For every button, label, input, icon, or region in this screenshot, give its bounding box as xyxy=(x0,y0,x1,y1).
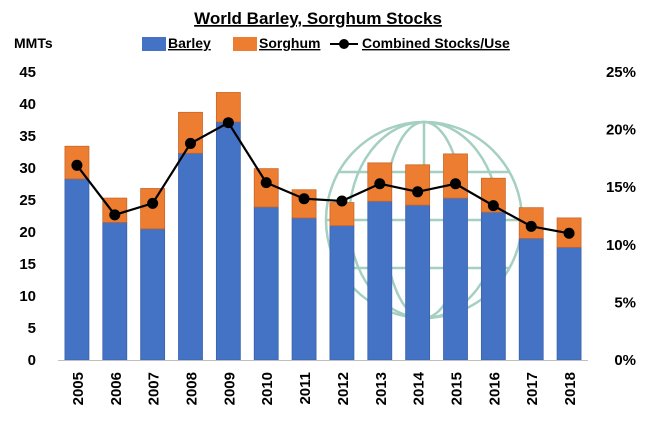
x-tick-label: 2008 xyxy=(184,372,201,405)
x-tick-label: 2005 xyxy=(70,372,87,405)
bar-barley-2013 xyxy=(367,200,393,361)
legend-swatch-marker xyxy=(339,39,349,49)
y-axis-left: 0 5 10 15 20 25 30 35 40 45 xyxy=(19,64,36,369)
bar-barley-2006 xyxy=(102,221,128,361)
x-tick-label: 2012 xyxy=(335,372,352,405)
bar-barley-2005 xyxy=(64,178,90,361)
bar-barley-2009 xyxy=(215,121,241,361)
stocks-use-line xyxy=(71,117,575,239)
y-tick-label: 35 xyxy=(19,128,36,145)
bar-barley-2008 xyxy=(178,152,203,361)
y2-tick-label: 20% xyxy=(606,122,636,139)
legend-label-barley: Barley xyxy=(168,35,211,51)
x-tick-label: 2016 xyxy=(486,372,503,405)
bar-barley-2010 xyxy=(253,206,279,361)
y2-tick-label: 25% xyxy=(606,64,636,81)
y-axis-unit: MMTs xyxy=(14,35,53,51)
y-tick-label: 40 xyxy=(19,96,36,113)
y2-tick-label: 0% xyxy=(614,352,636,369)
y-tick-label: 20 xyxy=(19,224,36,241)
legend-swatch-barley xyxy=(142,37,166,51)
stocks-use-point-2009 xyxy=(222,117,234,129)
x-tick-label: 2011 xyxy=(297,372,314,405)
stocks-use-polyline xyxy=(76,121,570,235)
bar-barley-2007 xyxy=(140,228,166,361)
x-tick-label: 2017 xyxy=(524,372,541,405)
stocks-use-point-2010 xyxy=(260,177,272,189)
stocks-use-point-2013 xyxy=(374,178,386,190)
bar-barley-2015 xyxy=(443,197,468,361)
y-tick-label: 10 xyxy=(19,288,36,305)
bar-barley-2012 xyxy=(329,225,355,361)
x-tick-label: 2014 xyxy=(411,371,428,405)
stocks-use-point-2018 xyxy=(563,227,575,239)
legend-label-sorghum: Sorghum xyxy=(259,35,320,51)
y-axis-right: 0% 5% 10% 15% 20% 25% xyxy=(606,64,636,369)
y-tick-label: 30 xyxy=(19,160,36,177)
x-tick-label: 2018 xyxy=(562,372,579,405)
x-tick-label: 2006 xyxy=(108,372,125,405)
bar-sorghum-2014 xyxy=(405,164,431,206)
y-tick-label: 25 xyxy=(19,192,36,209)
bar-barley-2017 xyxy=(518,237,544,361)
y2-tick-label: 5% xyxy=(614,294,636,311)
x-tick-label: 2010 xyxy=(259,372,276,405)
x-axis: 2005 2006 2007 2008 2009 2010 2011 2012 2013 2014… xyxy=(58,360,588,405)
x-tick-label: 2009 xyxy=(221,372,238,405)
y-tick-label: 15 xyxy=(19,256,36,273)
x-tick-label: 2007 xyxy=(146,372,163,405)
legend: Barley Sorghum Combined Stocks/Use xyxy=(142,35,510,51)
stocks-use-point-2006 xyxy=(109,209,121,221)
bar-barley-2018 xyxy=(556,246,582,361)
bar-sorghum-2015 xyxy=(443,153,468,199)
bar-sorghum-2005 xyxy=(64,145,90,180)
legend-swatch-sorghum xyxy=(233,37,257,51)
stocks-use-point-2012 xyxy=(336,195,348,207)
stocks-use-point-2016 xyxy=(487,200,499,212)
x-tick-label: 2013 xyxy=(373,372,390,405)
stocks-use-point-2014 xyxy=(412,186,424,198)
legend-label-stocks-use: Combined Stocks/Use xyxy=(362,35,510,51)
y-tick-label: 0 xyxy=(28,352,36,369)
y-tick-label: 5 xyxy=(28,320,36,337)
bar-sorghum-2007 xyxy=(140,188,166,230)
stocks-use-point-2005 xyxy=(71,159,83,171)
x-tick-label: 2015 xyxy=(449,372,466,405)
bar-barley-2011 xyxy=(291,217,317,361)
stocks-use-point-2007 xyxy=(147,197,159,209)
y2-tick-label: 15% xyxy=(606,179,636,196)
bar-barley-2016 xyxy=(480,211,506,361)
bar-barley-2014 xyxy=(405,204,431,361)
stocks-use-point-2017 xyxy=(525,220,537,232)
y-tick-label: 45 xyxy=(19,64,36,81)
y2-tick-label: 10% xyxy=(606,237,636,254)
stocks-use-point-2008 xyxy=(185,137,196,149)
chart-title: World Barley, Sorghum Stocks xyxy=(194,9,442,28)
stocks-use-point-2011 xyxy=(298,193,310,205)
bars xyxy=(64,92,582,361)
stocks-use-point-2015 xyxy=(450,178,461,190)
